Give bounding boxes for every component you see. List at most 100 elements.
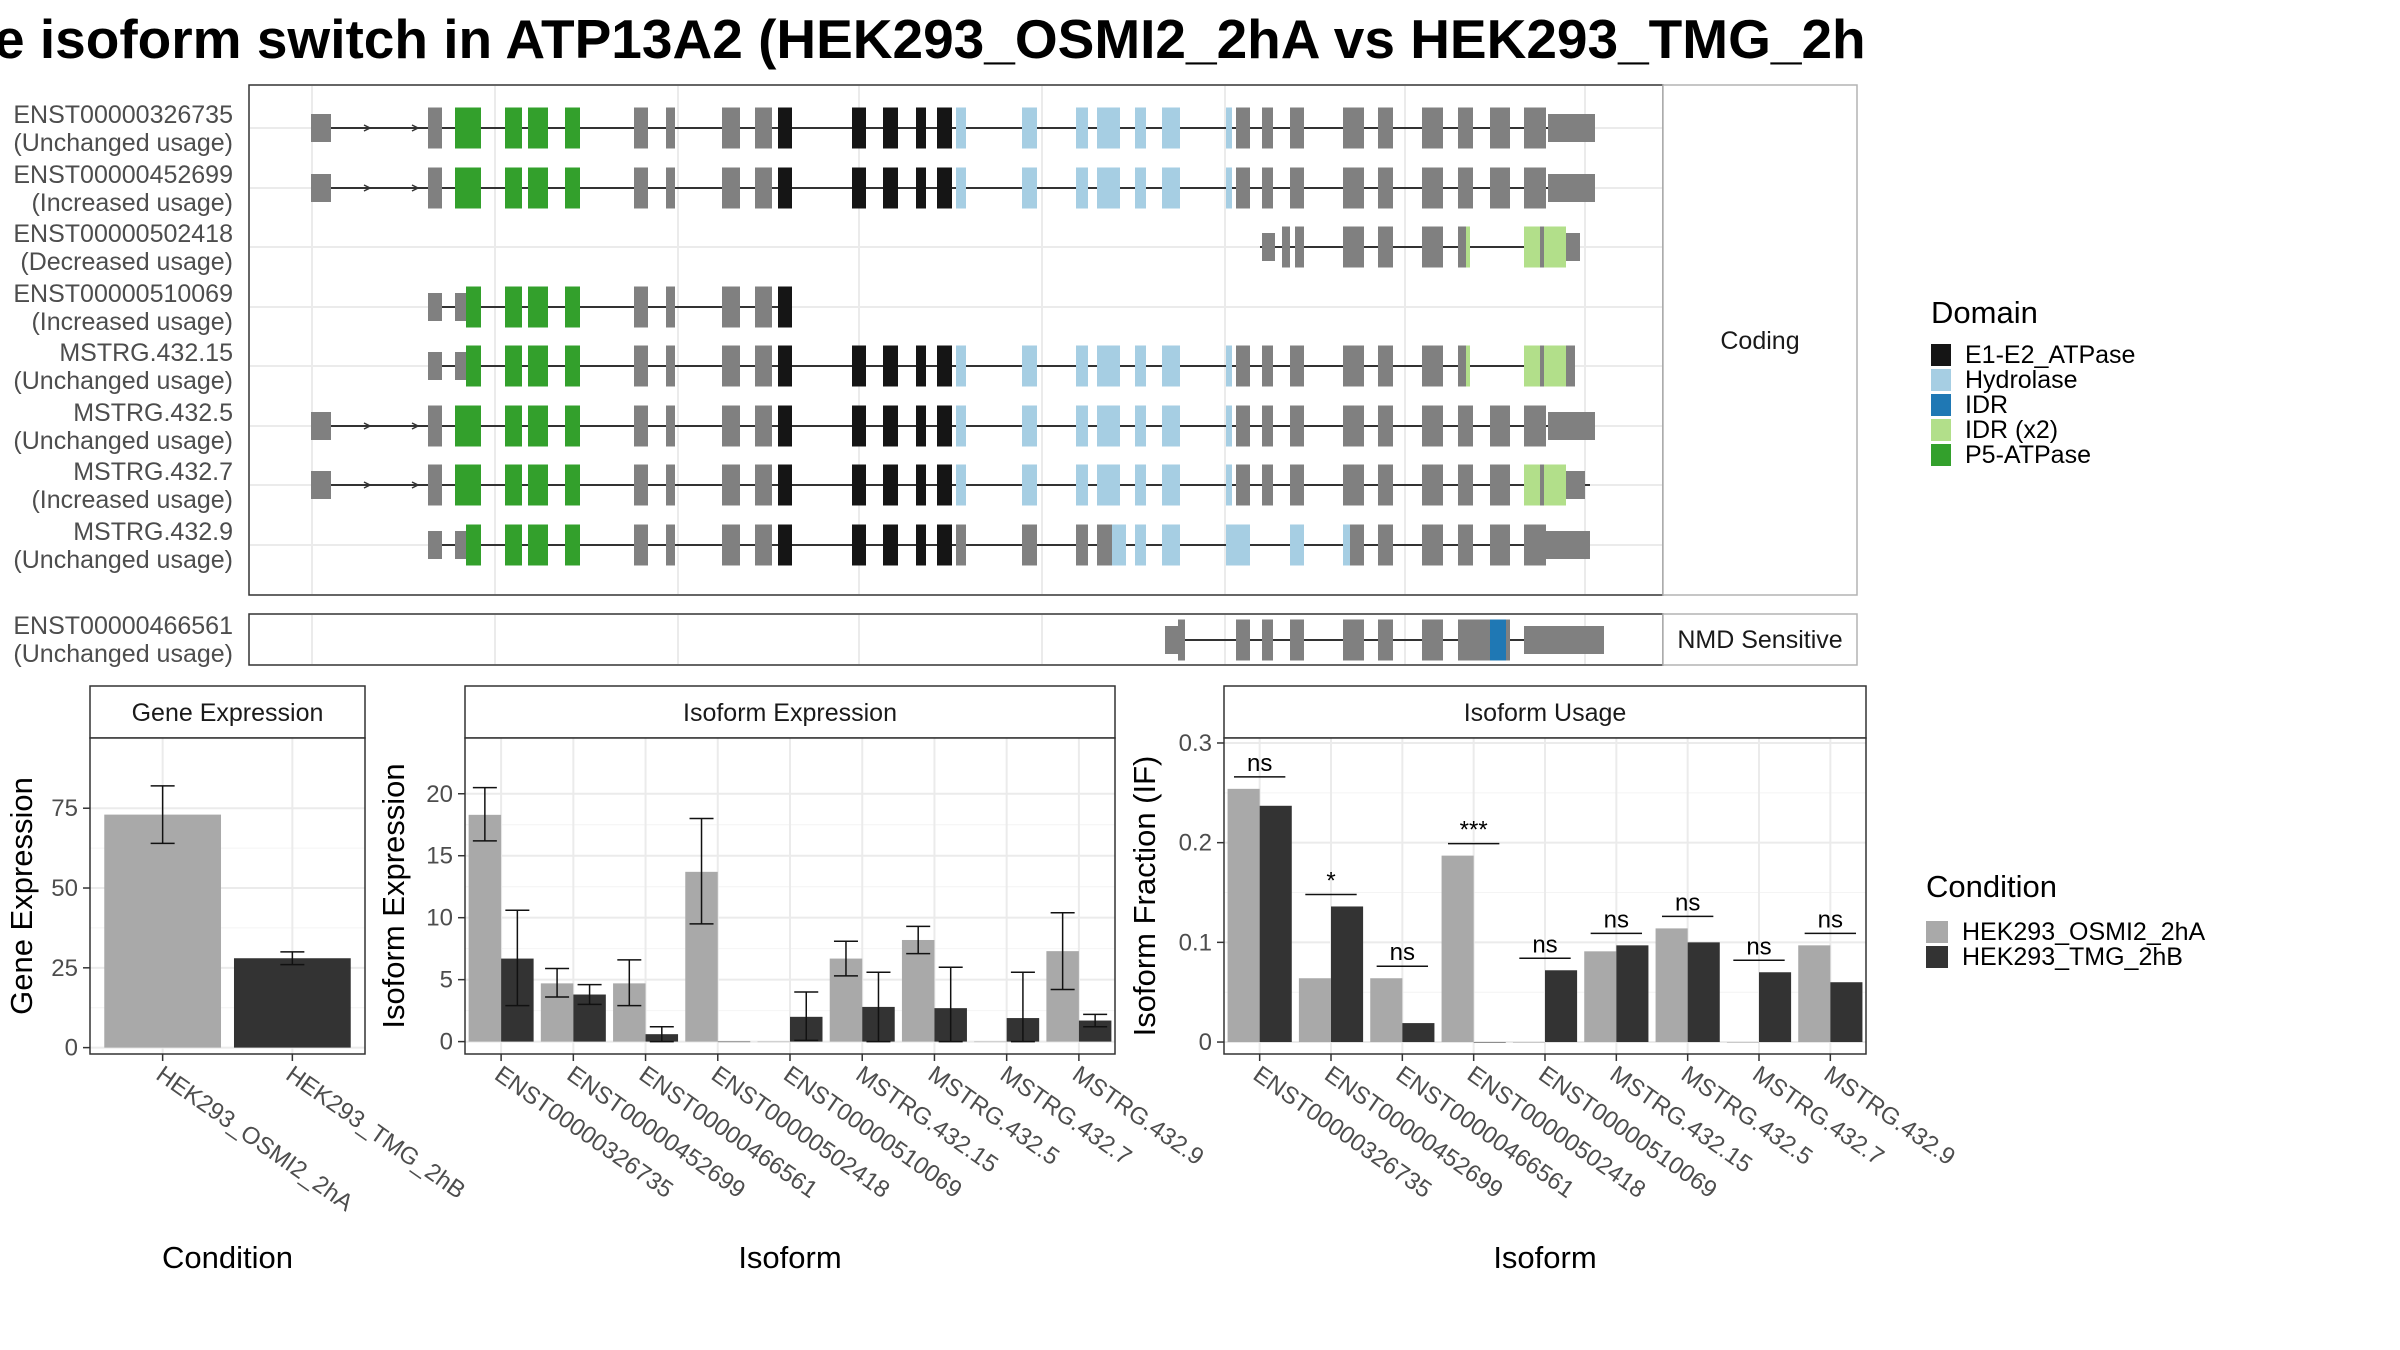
exon-block bbox=[1236, 107, 1250, 149]
exon-block bbox=[565, 167, 580, 209]
exon-block bbox=[1540, 226, 1544, 268]
x-axis-title: Isoform bbox=[738, 1240, 841, 1275]
exon-block bbox=[1458, 619, 1490, 661]
exon-block bbox=[956, 107, 966, 149]
exon-block bbox=[565, 345, 580, 387]
exon-block bbox=[466, 345, 481, 387]
exon-block bbox=[852, 167, 866, 209]
exon-block bbox=[565, 524, 580, 566]
exon-block bbox=[1262, 619, 1273, 661]
bar bbox=[1798, 945, 1831, 1043]
bar bbox=[1726, 1042, 1759, 1043]
condition-legend-title: Condition bbox=[1926, 869, 2057, 904]
exon-block bbox=[505, 107, 522, 149]
exon-block bbox=[528, 524, 548, 566]
exon-block bbox=[428, 167, 442, 209]
exon-block bbox=[1458, 345, 1466, 387]
exon-block bbox=[1490, 619, 1506, 661]
exon-block bbox=[1022, 405, 1037, 447]
transcript-usage-label: (Increased usage) bbox=[31, 189, 233, 217]
y-tick-label: 10 bbox=[426, 905, 453, 932]
exon-block bbox=[1022, 167, 1037, 209]
direction-arrow bbox=[363, 124, 372, 132]
exon-block bbox=[1524, 345, 1540, 387]
exon-block bbox=[1226, 345, 1232, 387]
exon-block bbox=[1290, 464, 1304, 506]
exon-block bbox=[883, 107, 898, 149]
exon-block bbox=[1226, 464, 1232, 506]
coding-row-labels: ENST00000326735(Unchanged usage)ENST0000… bbox=[13, 101, 233, 574]
exon-block bbox=[505, 167, 522, 209]
transcript-id-label: ENST00000326735 bbox=[13, 101, 233, 129]
exon-block bbox=[1162, 107, 1180, 149]
exon-block bbox=[1422, 345, 1443, 387]
exon-block bbox=[1135, 405, 1146, 447]
exon-block bbox=[722, 345, 740, 387]
exon-block bbox=[1422, 226, 1443, 268]
exon-block bbox=[1343, 107, 1364, 149]
exon-block bbox=[666, 405, 675, 447]
exon-block bbox=[1097, 345, 1120, 387]
exon-block bbox=[1540, 464, 1544, 506]
exon-block bbox=[466, 524, 481, 566]
exon-block bbox=[1422, 524, 1443, 566]
exon-block bbox=[755, 345, 772, 387]
exon-block bbox=[1162, 167, 1180, 209]
exon-block bbox=[722, 524, 740, 566]
bar bbox=[233, 958, 351, 1048]
exon-block bbox=[455, 352, 466, 380]
exon-block bbox=[1378, 524, 1393, 566]
exon-block bbox=[455, 464, 481, 506]
exon-block bbox=[455, 531, 466, 559]
exon-block bbox=[1076, 524, 1088, 566]
exon-block bbox=[852, 345, 866, 387]
significance-label: ns bbox=[1390, 939, 1415, 966]
exon-block bbox=[1295, 226, 1304, 268]
exon-block bbox=[755, 167, 772, 209]
transcript-track bbox=[1260, 226, 1580, 268]
exon-block bbox=[1022, 345, 1037, 387]
bar bbox=[1830, 982, 1863, 1043]
nmd-row-labels: ENST00000466561(Unchanged usage) bbox=[13, 612, 233, 668]
exon-block bbox=[428, 405, 442, 447]
exon-block bbox=[528, 405, 548, 447]
exon-block bbox=[1097, 405, 1120, 447]
domain-label: IDR (x2) bbox=[1965, 416, 2058, 444]
exon-block bbox=[1458, 464, 1473, 506]
exon-block bbox=[634, 167, 648, 209]
exon-block bbox=[466, 286, 481, 328]
exon-block bbox=[1076, 405, 1088, 447]
exon-block bbox=[956, 464, 966, 506]
panel-strip bbox=[464, 685, 1116, 739]
exon-block bbox=[778, 464, 792, 506]
exon-block bbox=[1524, 626, 1536, 654]
exon-block bbox=[937, 464, 952, 506]
exon-block bbox=[1378, 226, 1393, 268]
isoform-expression-chart: Isoform Expression05101520ENST0000032673… bbox=[376, 685, 1209, 1275]
plot-border bbox=[89, 737, 366, 1055]
exon-block bbox=[937, 405, 952, 447]
transcript-usage-label: (Unchanged usage) bbox=[13, 640, 233, 668]
direction-arrow bbox=[363, 481, 372, 489]
y-axis-title: Isoform Fraction (IF) bbox=[1127, 756, 1162, 1037]
bar bbox=[1655, 928, 1688, 1043]
exon-block bbox=[565, 107, 580, 149]
exon-block bbox=[778, 167, 792, 209]
exon-block bbox=[1262, 167, 1273, 209]
exon-block bbox=[1226, 107, 1232, 149]
domain-legend-title: Domain bbox=[1931, 295, 2038, 330]
coding-strip bbox=[1662, 84, 1858, 596]
y-tick-label: 0 bbox=[65, 1035, 78, 1062]
panel-strip-title: Isoform Expression bbox=[683, 699, 897, 727]
exon-block bbox=[1378, 107, 1393, 149]
exon-block bbox=[883, 345, 898, 387]
exon-block bbox=[1135, 524, 1146, 566]
exon-block bbox=[666, 167, 675, 209]
bar bbox=[717, 1041, 751, 1043]
exon-block bbox=[722, 167, 740, 209]
transcript-track bbox=[428, 524, 1590, 566]
figure-title: e isoform switch in ATP13A2 (HEK293_OSMI… bbox=[0, 8, 1866, 70]
